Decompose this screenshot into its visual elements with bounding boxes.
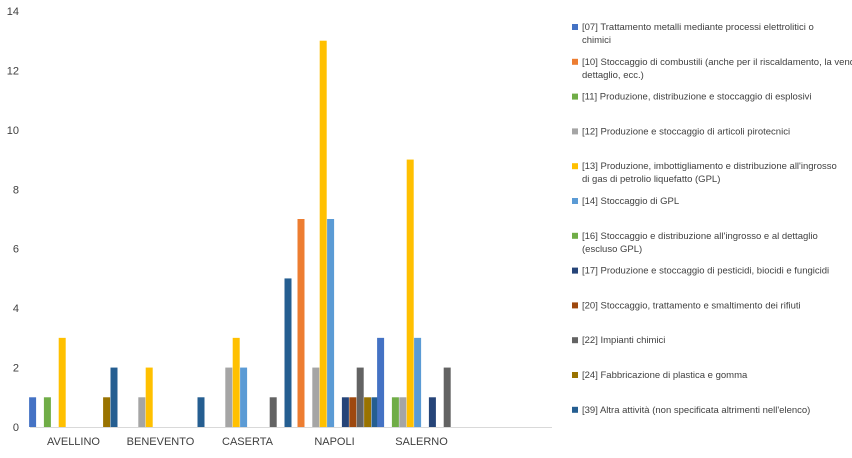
bars (29, 40, 451, 428)
legend-label: [16] Stoccaggio e distribuzione all'ingr… (582, 231, 818, 255)
legend-swatch (572, 232, 578, 239)
bar (341, 397, 349, 427)
y-tick-label: 4 (13, 303, 19, 315)
legend-swatch (572, 163, 578, 170)
legend-swatch (572, 302, 578, 309)
bar (297, 219, 305, 427)
bar (103, 397, 111, 427)
bar (364, 397, 372, 427)
legend-label: [11] Produzione, distribuzione e stoccag… (582, 92, 812, 103)
bar (377, 337, 385, 427)
bar (197, 397, 205, 427)
bar (284, 278, 292, 427)
legend-label: [22] Impianti chimici (582, 335, 665, 346)
legend-swatch (572, 406, 578, 413)
bar (391, 397, 399, 427)
legend-swatch (572, 128, 578, 135)
bar (327, 219, 335, 427)
legend-label: [24] Fabbricazione di plastica e gomma (582, 370, 748, 381)
bar (110, 367, 118, 427)
bar (349, 397, 357, 427)
y-axis: 0 2 4 6 8 10 12 14 (7, 6, 19, 434)
bar (29, 397, 37, 427)
bar (312, 367, 320, 427)
legend-label: [12] Produzione e stoccaggio di articoli… (582, 126, 790, 137)
bar (356, 367, 364, 427)
legend-label: [17] Produzione e stoccaggio di pesticid… (582, 266, 829, 277)
y-tick-label: 0 (13, 422, 19, 434)
y-tick-label: 12 (7, 65, 19, 77)
bar (406, 159, 414, 427)
bar (240, 367, 248, 427)
bar (371, 397, 379, 427)
x-tick-label: SALERNO (395, 436, 448, 448)
bar (414, 337, 422, 427)
legend-label: [14] Stoccaggio di GPL (582, 196, 679, 207)
bar (443, 367, 451, 427)
x-tick-label: AVELLINO (47, 436, 100, 448)
bar (43, 397, 51, 427)
bar (399, 397, 407, 427)
bar (138, 397, 146, 427)
legend-swatch (572, 267, 578, 274)
bar (319, 40, 327, 428)
bar (145, 367, 153, 427)
x-tick-label: BENEVENTO (127, 436, 195, 448)
y-tick-label: 6 (13, 244, 19, 256)
legend: [07] Trattamento metalli mediante proces… (572, 22, 852, 416)
bar (225, 367, 233, 427)
bar (269, 397, 277, 427)
legend-label: [20] Stoccaggio, trattamento e smaltimen… (582, 300, 801, 311)
legend-label: [10] Stoccaggio di combustili (anche per… (582, 57, 852, 81)
y-tick-label: 2 (13, 363, 19, 375)
legend-swatch (572, 337, 578, 344)
legend-swatch (572, 372, 578, 378)
legend-label: [07] Trattamento metalli mediante proces… (582, 22, 814, 46)
bar (58, 337, 66, 427)
y-tick-label: 10 (7, 125, 19, 137)
legend-label: [13] Produzione, imbottigliamento e dist… (582, 161, 837, 185)
legend-label: [39] Altra attività (non specificata alt… (582, 405, 810, 416)
y-tick-label: 8 (13, 184, 19, 196)
x-axis: AVELLINO BENEVENTO CASERTA NAPOLI SALERNO (30, 427, 552, 448)
bar (232, 337, 240, 427)
x-tick-label: CASERTA (222, 436, 274, 448)
x-tick-label: NAPOLI (314, 436, 354, 448)
legend-swatch (572, 93, 578, 100)
legend-swatch (572, 198, 578, 204)
legend-swatch (572, 24, 578, 30)
bar (428, 397, 436, 427)
y-tick-label: 14 (7, 6, 19, 18)
legend-swatch (572, 58, 578, 65)
